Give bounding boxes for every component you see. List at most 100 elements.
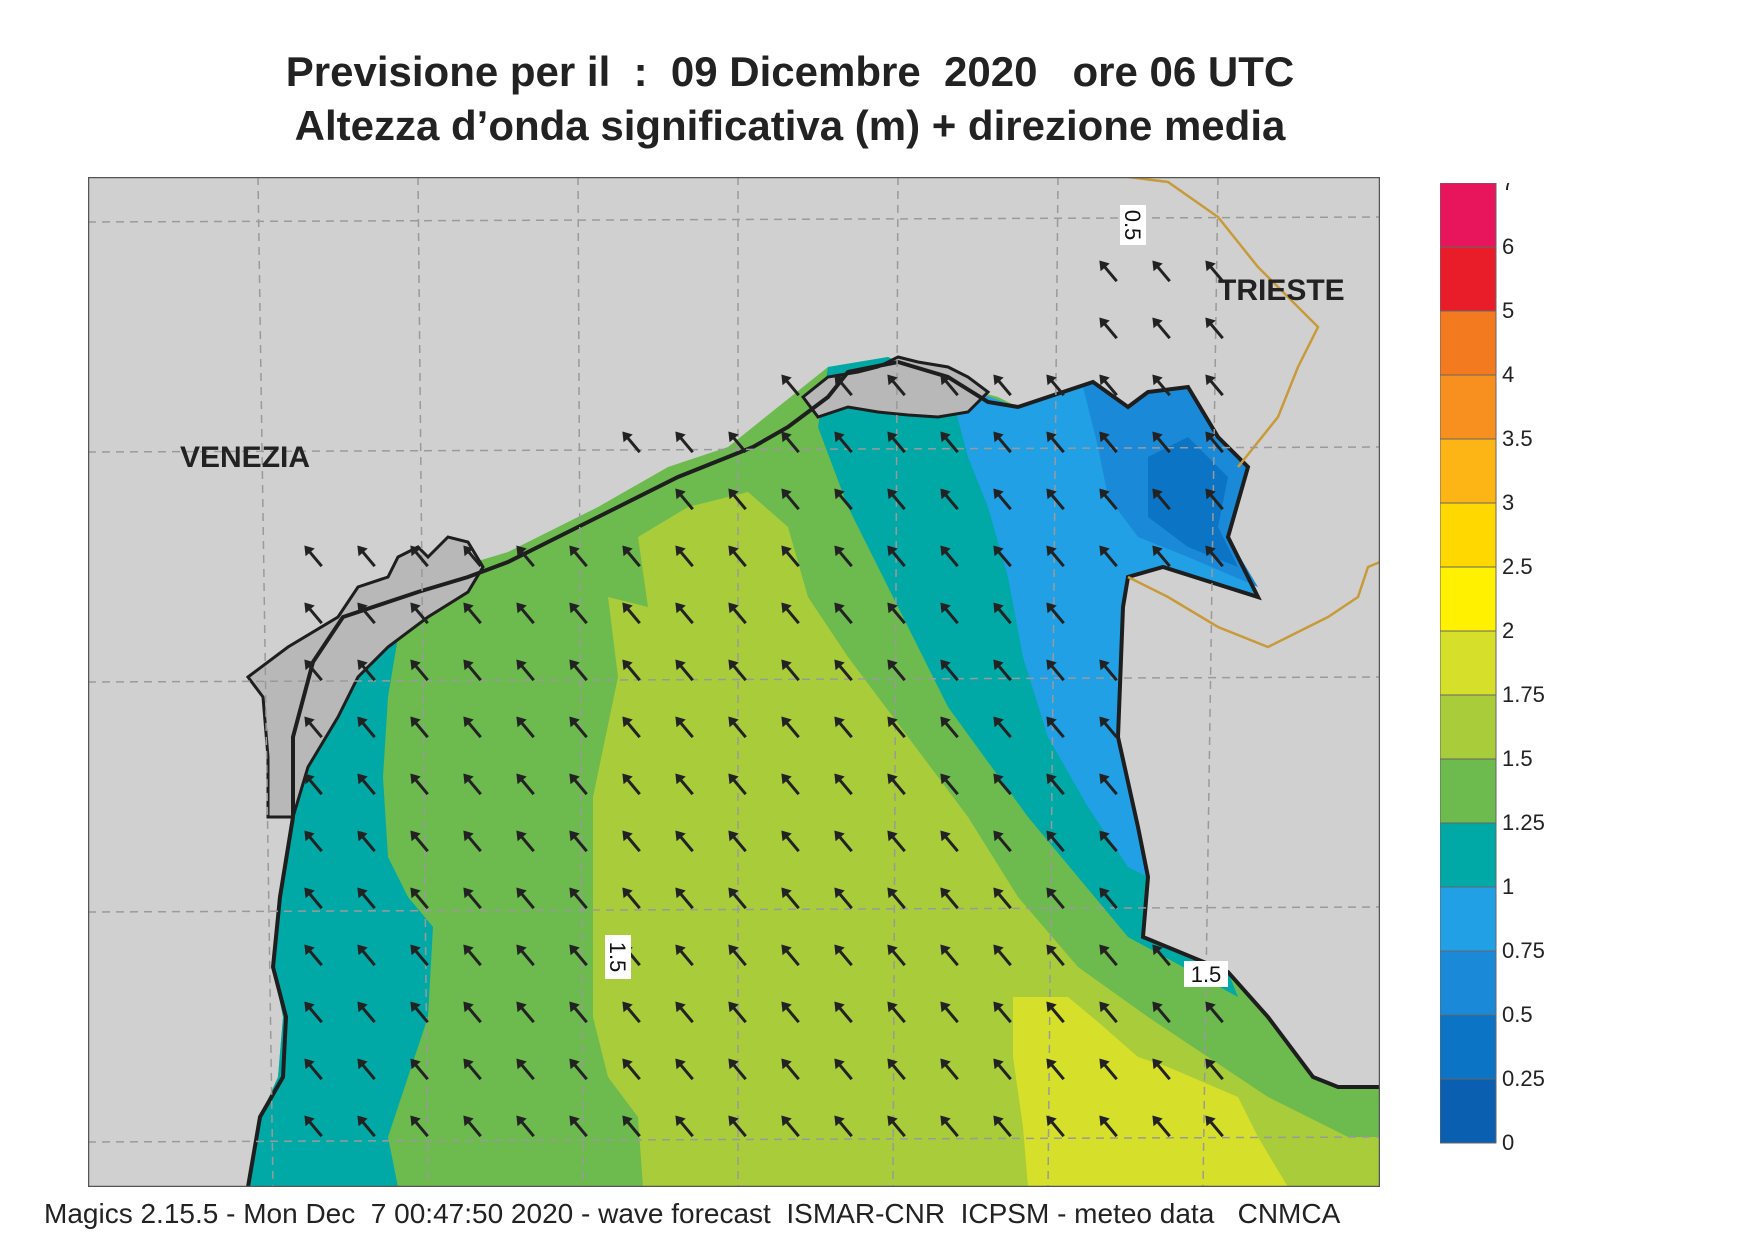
direction-arrow (781, 1001, 800, 1024)
legend-tick-label: 1.5 (1502, 746, 1533, 771)
direction-arrow (728, 545, 747, 568)
contour-label-1-5-east: 1.5 (1184, 961, 1228, 987)
direction-arrow (993, 545, 1012, 568)
direction-arrow (1205, 431, 1224, 454)
direction-arrow (357, 659, 376, 682)
legend-tick-label: 1 (1502, 874, 1514, 899)
direction-arrow (728, 1001, 747, 1024)
direction-arrow (993, 830, 1012, 853)
direction-arrow (304, 1001, 323, 1024)
direction-arrow (675, 659, 694, 682)
direction-arrow (728, 488, 747, 511)
direction-arrow (1099, 374, 1118, 397)
direction-arrow (781, 830, 800, 853)
legend-box (1440, 183, 1497, 248)
direction-arrow (834, 944, 853, 967)
legend-tick-label: 3 (1502, 490, 1514, 515)
border-slovenia (1127, 177, 1320, 468)
direction-arrow (887, 1001, 906, 1024)
direction-arrow (887, 374, 906, 397)
direction-arrow (569, 887, 588, 910)
direction-arrow (1046, 944, 1065, 967)
direction-arrow (304, 545, 323, 568)
direction-arrow (993, 602, 1012, 625)
direction-arrow (357, 944, 376, 967)
direction-arrow (781, 488, 800, 511)
direction-arrow (728, 830, 747, 853)
direction-arrow (940, 887, 959, 910)
direction-arrow (781, 602, 800, 625)
direction-arrow (834, 602, 853, 625)
direction-arrow (940, 944, 959, 967)
direction-arrow (993, 887, 1012, 910)
direction-arrow (887, 431, 906, 454)
direction-arrow (516, 830, 535, 853)
direction-arrow (622, 545, 641, 568)
direction-arrow (304, 602, 323, 625)
direction-arrow (1152, 260, 1171, 283)
direction-arrow (622, 716, 641, 739)
direction-arrow (728, 773, 747, 796)
wave-height-map: 0.5 1.5 1.5 VENEZIA TRIESTE (88, 177, 1380, 1187)
direction-arrow (993, 773, 1012, 796)
direction-arrow (516, 716, 535, 739)
direction-arrow (675, 1001, 694, 1024)
direction-arrow (1099, 887, 1118, 910)
direction-arrow (569, 602, 588, 625)
direction-arrow (834, 488, 853, 511)
direction-arrow (781, 659, 800, 682)
coastline-west (246, 359, 1380, 1187)
direction-arrow (622, 887, 641, 910)
direction-arrow (834, 431, 853, 454)
legend-box (1440, 246, 1497, 312)
direction-arrow (728, 602, 747, 625)
direction-arrow (622, 1001, 641, 1024)
direction-arrow (1099, 716, 1118, 739)
direction-arrow (940, 830, 959, 853)
direction-arrow (516, 545, 535, 568)
legend-tick-labels: 0 0.25 0.5 0.75 1 1.25 1.5 1.75 2 2.5 3 3.5 4 5 6 7 (1502, 183, 1545, 1155)
direction-arrow (1152, 317, 1171, 340)
contour-label-0-5-text: 0.5 (1120, 210, 1145, 241)
direction-arrow (1046, 773, 1065, 796)
direction-arrow (463, 1115, 482, 1138)
direction-arrow (1152, 1001, 1171, 1024)
direction-arrow (1152, 431, 1171, 454)
direction-arrow (569, 659, 588, 682)
direction-arrow (1152, 1058, 1171, 1081)
legend-tick-label: 4 (1502, 362, 1514, 387)
direction-arrow (569, 944, 588, 967)
direction-arrow (887, 773, 906, 796)
direction-arrow (622, 431, 641, 454)
direction-arrow (781, 1058, 800, 1081)
direction-arrow (887, 716, 906, 739)
direction-arrow (781, 431, 800, 454)
direction-arrow (728, 944, 747, 967)
direction-arrow (357, 1001, 376, 1024)
direction-arrow (675, 716, 694, 739)
direction-arrow (940, 659, 959, 682)
direction-arrow (781, 773, 800, 796)
direction-arrow (781, 716, 800, 739)
legend-box (1440, 694, 1497, 760)
contour-label-0-5: 0.5 (1120, 205, 1146, 245)
direction-arrow (993, 716, 1012, 739)
direction-arrow (410, 1058, 429, 1081)
direction-arrow (940, 1115, 959, 1138)
direction-arrow (304, 659, 323, 682)
direction-arrow (728, 887, 747, 910)
direction-arrow (569, 773, 588, 796)
legend-box (1440, 1078, 1497, 1144)
direction-arrow (463, 545, 482, 568)
legend-tick-label: 2.5 (1502, 554, 1533, 579)
legend-box (1440, 630, 1497, 696)
direction-arrow (887, 659, 906, 682)
land-venice-lagoon (248, 537, 483, 817)
direction-arrow (887, 602, 906, 625)
legend-tick-label: 1.75 (1502, 682, 1545, 707)
direction-arrow (781, 374, 800, 397)
north-lagoon-outline (800, 355, 991, 419)
direction-arrow (516, 1001, 535, 1024)
direction-arrow (1046, 830, 1065, 853)
title-line-1: Previsione per il : 09 Dicembre 2020 ore… (285, 48, 1295, 95)
